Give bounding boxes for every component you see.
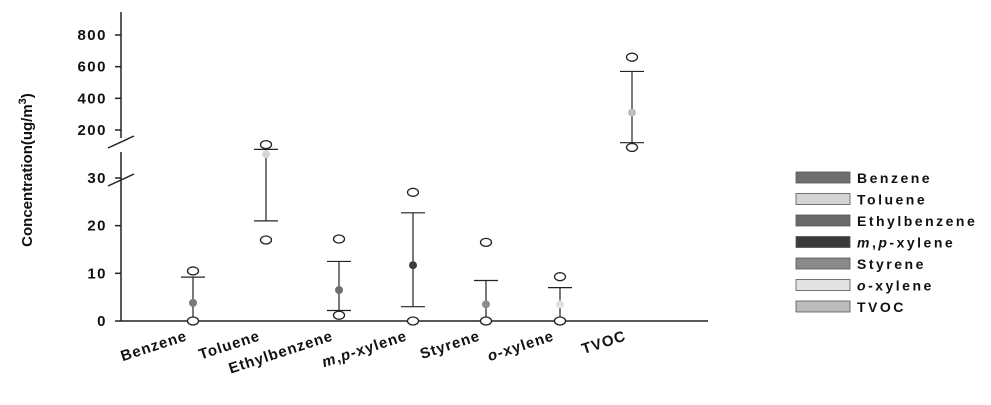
label-part: o	[485, 346, 500, 365]
y-axis-label-tail: )	[19, 93, 36, 98]
legend-label: Benzene	[857, 170, 932, 186]
x-tick-label: m,p-xylene	[320, 328, 409, 371]
mean-point	[335, 286, 343, 295]
legend-swatch	[795, 193, 851, 205]
mean-point	[189, 298, 197, 307]
max-point	[332, 234, 346, 244]
min-point	[406, 316, 420, 326]
axes: 0 10 20 30 200 400 600 800	[77, 12, 708, 330]
legend-swatch	[795, 171, 851, 184]
axis-break-mark	[107, 173, 135, 187]
mean-point	[556, 300, 564, 309]
mean-point	[262, 150, 270, 159]
x-tick-label: Benzene	[119, 328, 190, 365]
y-axis-label-main: Concentration(ug/m	[19, 104, 36, 247]
series-styrene	[474, 237, 498, 326]
label-part: -xylene	[889, 235, 955, 251]
series-m-p-xylene	[401, 187, 425, 326]
label-part: p	[338, 346, 354, 366]
label-part: m	[857, 235, 872, 251]
label-part: ,	[334, 349, 344, 367]
label-part: o	[857, 278, 868, 294]
min-point	[553, 316, 567, 326]
label-part: -xylene	[495, 328, 556, 362]
legend-label: o-xylene	[857, 278, 934, 294]
mean-point	[409, 261, 417, 270]
legend-label: Styrene	[857, 256, 926, 272]
max-point	[406, 187, 420, 197]
min-point	[259, 235, 273, 245]
y-tick-label: 600	[77, 59, 107, 76]
series-o-xylene	[548, 272, 572, 326]
mean-point	[482, 300, 490, 309]
legend-swatch	[795, 279, 851, 291]
y-axis-label: Concentration(ug/m3)	[17, 93, 36, 247]
y-tick-label: 20	[87, 218, 107, 235]
min-point	[186, 316, 200, 326]
y-axis-label-sup: 3	[17, 98, 29, 104]
legend-swatch	[795, 214, 851, 227]
y-tick-label: 0	[97, 313, 107, 330]
y-tick-label: 10	[87, 265, 107, 282]
legend-label: Ethylbenzene	[857, 213, 977, 229]
legend-label: Toluene	[857, 192, 927, 208]
label-part: p	[877, 235, 889, 251]
label-part: -xylene	[868, 278, 934, 294]
chart-marks	[181, 52, 644, 326]
min-point	[625, 142, 639, 153]
legend-swatch	[795, 300, 851, 313]
max-point	[259, 139, 273, 150]
y-tick-label: 400	[77, 90, 107, 107]
series-toluene	[254, 139, 278, 245]
max-point	[186, 266, 200, 276]
legend-swatch	[795, 236, 851, 248]
series-ethylbenzene	[327, 234, 351, 320]
legend: BenzeneTolueneEthylbenzenem,p-xyleneStyr…	[795, 170, 977, 315]
min-point	[479, 316, 493, 326]
mean-point	[628, 108, 636, 117]
max-point	[625, 52, 639, 62]
x-tick-label: o-xylene	[485, 328, 556, 365]
axis-break-mark	[107, 135, 135, 149]
legend-swatch	[795, 257, 851, 270]
x-tick-label: Styrene	[418, 328, 482, 363]
legend-label: m,p-xylene	[857, 235, 955, 251]
legend-label: TVOC	[857, 299, 906, 315]
y-tick-label: 30	[87, 170, 107, 187]
max-point	[553, 272, 567, 282]
y-tick-label: 800	[77, 27, 107, 44]
y-tick-label: 200	[77, 122, 107, 139]
min-point	[332, 310, 346, 320]
series-benzene	[181, 266, 205, 326]
label-part: ,	[872, 235, 878, 251]
series-tvoc	[620, 52, 644, 153]
label-part: -xylene	[348, 328, 409, 362]
max-point	[479, 237, 493, 248]
x-tick-label: TVOC	[580, 328, 629, 358]
label-part: m	[320, 351, 339, 372]
